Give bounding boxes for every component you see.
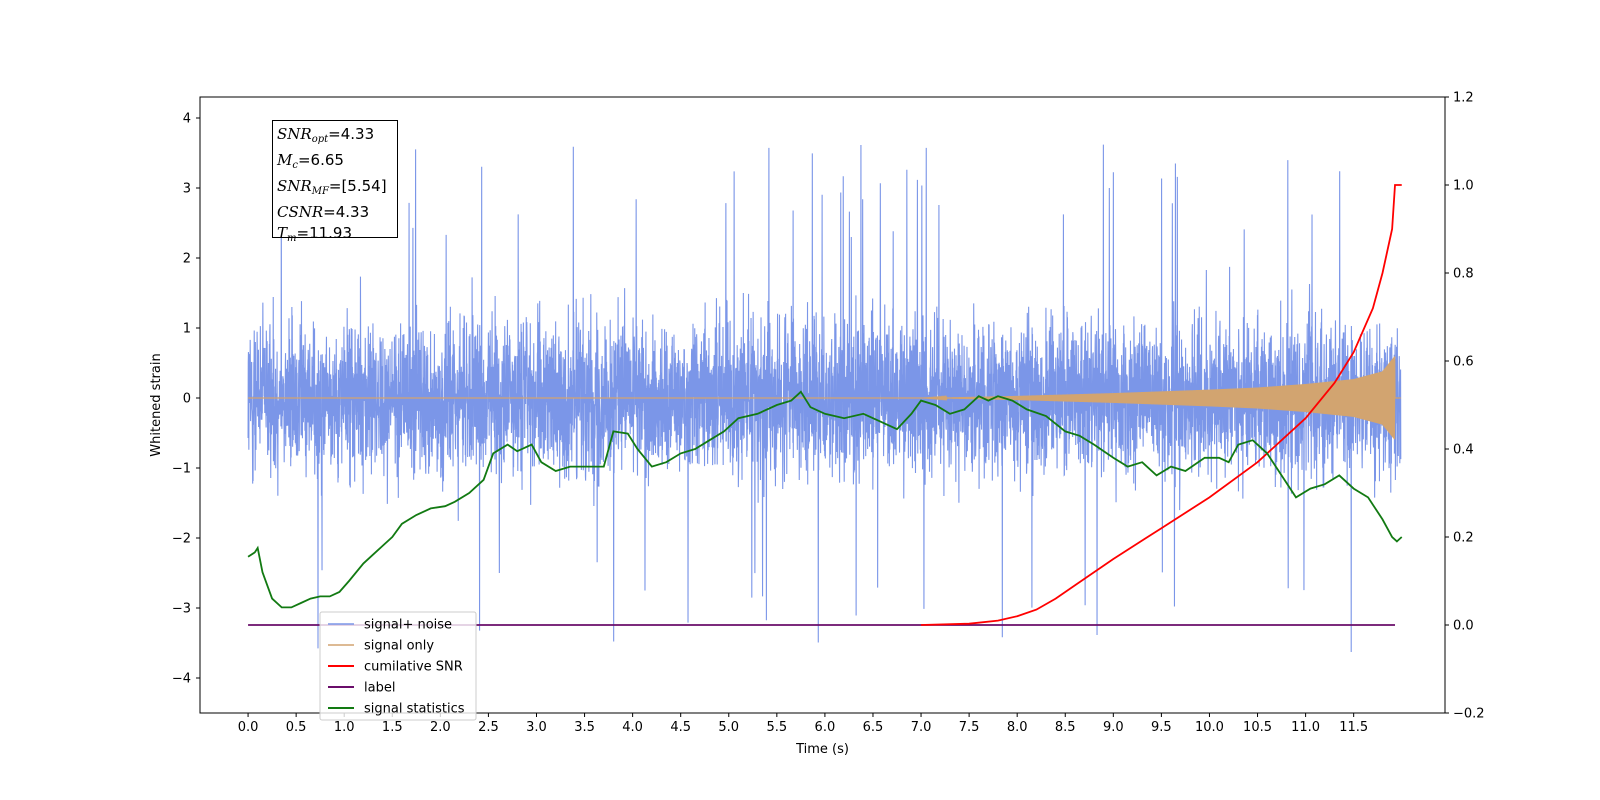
x-tick-label: 3.0 — [526, 720, 547, 735]
y-right-tick-label: 0.8 — [1453, 267, 1474, 282]
legend-label: cumilative SNR — [364, 660, 463, 675]
legend-box — [319, 611, 477, 721]
x-tick-label: 8.5 — [1055, 720, 1076, 735]
x-tick-label: 7.5 — [959, 720, 980, 735]
annotation-tm: Tm=11.93 — [277, 224, 353, 244]
x-tick-label: 7.0 — [911, 720, 932, 735]
x-tick-label: 2.5 — [478, 720, 499, 735]
y-left-tick-label: 0 — [183, 392, 191, 407]
y-left-tick-label: 2 — [183, 252, 191, 267]
x-tick-label: 8.0 — [1007, 720, 1028, 735]
x-tick-label: 1.0 — [334, 720, 355, 735]
y-right-tick-label: 0.2 — [1453, 531, 1474, 546]
x-tick-label: 0.0 — [238, 720, 259, 735]
series-cumulative-snr — [921, 184, 1402, 626]
legend-label: signal+ noise — [364, 618, 452, 633]
annotation-snr-opt: SNRopt=4.33 — [277, 125, 375, 145]
y-left-tick-label: −1 — [172, 462, 191, 477]
y-left-tick-label: 3 — [183, 182, 191, 197]
legend-label: signal statistics — [364, 702, 465, 717]
annotation-box: SNRopt=4.33 Mc=6.65 SNRMF=[5.54] CSNR=4.… — [272, 120, 398, 244]
legend-label: signal only — [364, 639, 434, 654]
annotation-mc: Mc=6.65 — [277, 151, 344, 171]
y-left-tick-label: 1 — [183, 322, 191, 337]
x-tick-label: 10.5 — [1243, 720, 1272, 735]
x-tick-label: 4.5 — [670, 720, 691, 735]
y-right-tick-label: −0.2 — [1453, 707, 1485, 722]
y-left-tick-label: −2 — [172, 532, 191, 547]
y-left-tick-label: −3 — [172, 602, 191, 617]
x-tick-label: 4.0 — [622, 720, 643, 735]
x-tick-label: 9.5 — [1151, 720, 1172, 735]
x-tick-label: 9.0 — [1103, 720, 1124, 735]
x-tick-label: 2.0 — [430, 720, 451, 735]
x-tick-label: 1.5 — [382, 720, 403, 735]
y-right-tick-label: 0.0 — [1453, 619, 1474, 634]
annotation-csnr: CSNR=4.33 — [277, 203, 370, 221]
x-tick-label: 0.5 — [286, 720, 307, 735]
y-right-tick-label: 0.4 — [1453, 443, 1474, 458]
legend-label: label — [364, 681, 395, 696]
x-tick-label: 6.5 — [863, 720, 884, 735]
annotation-snr-mf: SNRMF=[5.54] — [277, 177, 387, 197]
x-tick-label: 11.0 — [1291, 720, 1320, 735]
x-axis-label: Time (s) — [795, 742, 849, 757]
y-right-tick-label: 1.0 — [1453, 179, 1474, 194]
x-tick-label: 5.5 — [766, 720, 787, 735]
y-right-tick-label: 1.2 — [1453, 91, 1474, 106]
y-left-tick-label: 4 — [183, 112, 191, 127]
x-tick-label: 6.0 — [815, 720, 836, 735]
y-right-tick-label: 0.6 — [1453, 355, 1474, 370]
series-signal-only — [248, 356, 1401, 440]
x-tick-label: 10.0 — [1195, 720, 1224, 735]
y-left-tick-label: −4 — [172, 672, 191, 687]
series-signal-statistics — [247, 390, 1403, 609]
x-tick-label: 5.0 — [718, 720, 739, 735]
x-tick-label: 3.5 — [574, 720, 595, 735]
y-axis-label: Whitened strain — [149, 353, 164, 456]
x-tick-label: 11.5 — [1339, 720, 1368, 735]
series-signal-noise — [247, 144, 1402, 652]
plot-area-frame — [199, 96, 1446, 714]
